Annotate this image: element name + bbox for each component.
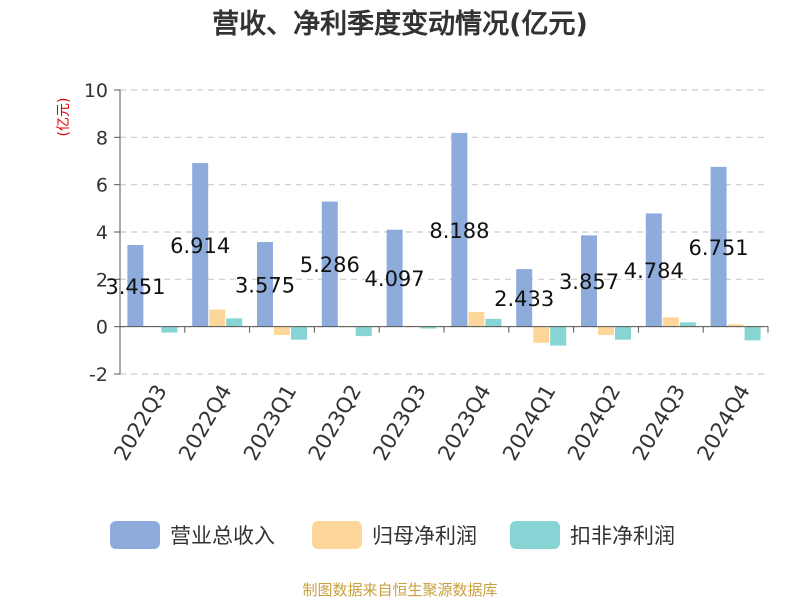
- x-tick-label: 2022Q3: [109, 381, 171, 465]
- y-tick-label: 10: [84, 80, 108, 102]
- bar: [581, 235, 597, 327]
- data-label: 6.751: [689, 236, 749, 260]
- data-label: 3.451: [105, 275, 165, 299]
- x-tick-label: 2024Q2: [563, 381, 625, 465]
- bar: [615, 326, 631, 340]
- bar: [226, 318, 243, 327]
- bar: [274, 326, 290, 335]
- bar: [645, 213, 662, 327]
- x-tick-label: 2024Q4: [692, 381, 754, 465]
- data-label: 8.188: [429, 219, 489, 243]
- data-label: 5.286: [300, 253, 360, 277]
- x-tick-label: 2022Q4: [174, 381, 236, 465]
- bar: [127, 244, 144, 327]
- bar: [420, 326, 437, 329]
- legend-label: 营业总收入: [170, 524, 275, 548]
- legend: 营业总收入 归母净利润 扣非净利润: [110, 521, 675, 549]
- source-note: 制图数据来自恒生聚源数据库: [302, 581, 497, 599]
- y-tick-label: 4: [96, 222, 108, 244]
- bar: [744, 326, 761, 341]
- legend-swatch: [312, 521, 362, 549]
- data-label: 6.914: [170, 234, 230, 258]
- bar: [451, 132, 468, 327]
- y-tick-label: 0: [96, 317, 108, 339]
- x-tick-label: 2023Q1: [239, 381, 301, 465]
- x-tick-label: 2023Q3: [368, 381, 430, 465]
- data-label: 3.575: [235, 273, 295, 297]
- bar: [679, 322, 696, 327]
- y-tick-label: 2: [96, 269, 108, 291]
- y-tick-label: 8: [96, 127, 108, 149]
- bar: [468, 311, 485, 327]
- bar: [161, 326, 178, 333]
- y-tick-label: -2: [89, 364, 108, 386]
- bar: [386, 229, 403, 327]
- bar: [485, 318, 502, 327]
- legend-swatch: [510, 521, 560, 549]
- y-axis: 10 8 6 4 2 0 -2: [84, 80, 121, 386]
- bar: [192, 163, 209, 327]
- x-tick-label: 2024Q3: [628, 381, 690, 465]
- x-axis: 2022Q3 2022Q4 2023Q1 2023Q2 2023Q3 2023Q4 2024…: [109, 326, 769, 465]
- x-tick-label: 2023Q4: [433, 381, 495, 465]
- data-label: 2.433: [494, 287, 554, 311]
- data-label: 4.097: [365, 267, 425, 291]
- bar: [533, 326, 550, 343]
- bars: [127, 132, 761, 346]
- data-label: 3.857: [559, 270, 619, 294]
- legend-swatch: [110, 521, 160, 549]
- bar: [662, 317, 679, 327]
- y-unit-label: (亿元): [56, 98, 72, 137]
- bar: [516, 269, 533, 327]
- y-tick-label: 6: [96, 175, 108, 197]
- bar: [550, 326, 567, 346]
- legend-label: 归母净利润: [372, 524, 477, 548]
- bar: [355, 326, 372, 337]
- x-tick-label: 2024Q1: [498, 381, 560, 465]
- bar: [209, 309, 226, 327]
- bar: [598, 326, 614, 335]
- x-tick-label: 2023Q2: [304, 381, 366, 465]
- bar: [727, 324, 744, 327]
- data-label: 4.784: [624, 259, 684, 283]
- bar: [257, 242, 273, 327]
- legend-label: 扣非净利润: [570, 524, 675, 548]
- bar: [321, 201, 338, 327]
- bar: [710, 166, 727, 327]
- chart-title: 营收、净利季度变动情况(亿元): [212, 8, 588, 40]
- bar: [291, 326, 307, 340]
